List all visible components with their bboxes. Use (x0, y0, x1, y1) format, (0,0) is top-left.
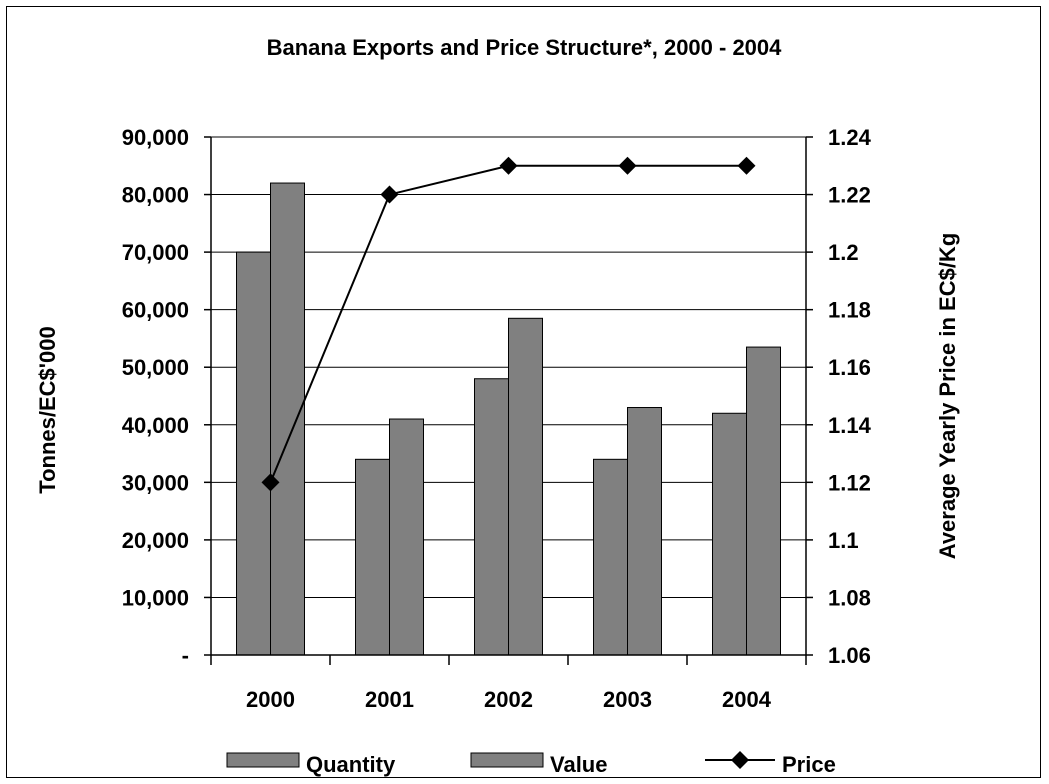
left-tick-label: 70,000 (122, 240, 189, 265)
bar-quantity (474, 378, 509, 656)
y-axis-right-title: Average Yearly Price in EC$/Kg (935, 233, 960, 560)
price-marker (618, 156, 637, 175)
left-tick-labels: - 10,000 20,000 30,000 40,000 50,000 60,000 70,… (122, 125, 189, 668)
bar-quantity (712, 412, 747, 656)
price-marker (737, 156, 756, 175)
right-tick-label: 1.14 (828, 413, 872, 438)
bar-value (508, 317, 543, 656)
left-tick-label: 40,000 (122, 413, 189, 438)
legend: Quantity Value Price (226, 751, 836, 777)
bar-value (270, 182, 305, 656)
x-tick-label: 2004 (722, 687, 772, 712)
left-tick-label: - (182, 643, 189, 668)
legend-label-price: Price (782, 752, 836, 777)
y-axis-left-title: Tonnes/EC$'000 (35, 326, 60, 493)
left-tick-label: 60,000 (122, 298, 189, 323)
right-tick-label: 1.18 (828, 298, 871, 323)
legend-swatch-value (470, 752, 544, 768)
gridlines (211, 136, 806, 598)
x-tick-label: 2003 (603, 687, 652, 712)
left-tick-label: 50,000 (122, 355, 189, 380)
x-tick-label: 2000 (246, 687, 295, 712)
bar-value (627, 407, 662, 656)
right-tick-label: 1.1 (828, 528, 859, 553)
x-tick-label: 2002 (484, 687, 533, 712)
bar-value (746, 346, 781, 656)
price-marker (261, 473, 280, 492)
bar-quantity (236, 251, 271, 656)
right-tick-label: 1.16 (828, 355, 871, 380)
bar-quantity (593, 458, 628, 656)
price-marker (380, 185, 399, 204)
x-tick-label: 2001 (365, 687, 414, 712)
right-tick-label: 1.22 (828, 183, 871, 208)
legend-label-quantity: Quantity (306, 752, 396, 777)
bar-quantity (355, 458, 390, 656)
right-tick-labels: 1.06 1.08 1.1 1.12 1.14 1.16 1.18 1.2 1.22 1.24 (828, 125, 872, 668)
price-marker (499, 156, 518, 175)
bars (236, 182, 781, 656)
right-tick-label: 1.06 (828, 643, 871, 668)
right-tick-label: 1.24 (828, 125, 872, 150)
right-tick-label: 1.08 (828, 585, 871, 610)
left-tick-label: 90,000 (122, 125, 189, 150)
bar-value (389, 418, 424, 656)
right-tick-label: 1.2 (828, 240, 859, 265)
left-tick-label: 80,000 (122, 183, 189, 208)
legend-swatch-quantity (226, 752, 300, 768)
price-line-layer (261, 156, 756, 492)
left-tick-label: 30,000 (122, 470, 189, 495)
chart-title: Banana Exports and Price Structure*, 200… (267, 35, 783, 60)
legend-marker-price (731, 751, 749, 769)
axes (204, 136, 813, 665)
left-tick-label: 20,000 (122, 528, 189, 553)
right-tick-label: 1.12 (828, 470, 871, 495)
legend-label-value: Value (550, 752, 607, 777)
x-tick-labels: 2000 2001 2002 2003 2004 (246, 687, 772, 712)
left-tick-label: 10,000 (122, 585, 189, 610)
